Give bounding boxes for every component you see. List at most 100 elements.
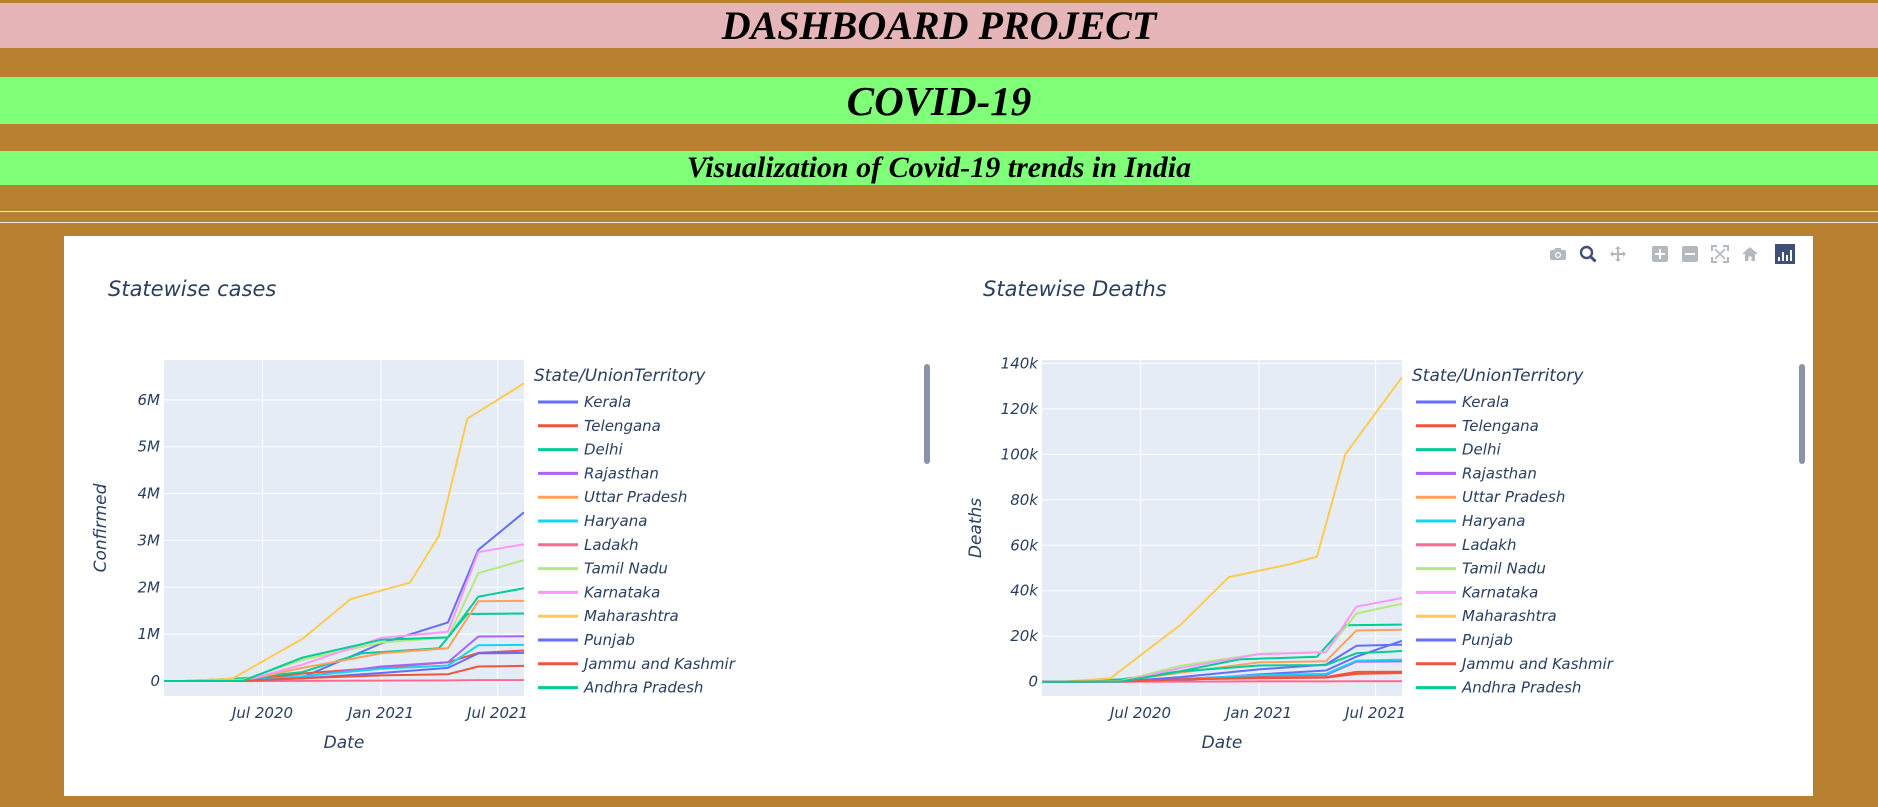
x-axis-label: Date bbox=[1202, 733, 1243, 753]
legend-label: Telengana bbox=[584, 417, 661, 435]
series-line-andhra-pradesh[interactable] bbox=[1042, 650, 1402, 683]
legend-label: Haryana bbox=[584, 512, 647, 530]
legend-item[interactable]: Maharashtra bbox=[1416, 607, 1557, 625]
legend-item[interactable]: Karnataka bbox=[538, 583, 660, 601]
zoom-in-icon[interactable] bbox=[1649, 243, 1671, 265]
legend-item[interactable]: Ladakh bbox=[538, 536, 638, 554]
reset-home-icon[interactable] bbox=[1739, 243, 1761, 265]
y-tick-label: 0 bbox=[150, 672, 160, 690]
series-line-andhra-pradesh[interactable] bbox=[164, 587, 524, 682]
legend-label: Karnataka bbox=[584, 583, 660, 601]
legend-item[interactable]: Kerala bbox=[1416, 393, 1509, 411]
y-tick-label: 100k bbox=[1001, 445, 1040, 463]
x-axis-label: Date bbox=[324, 733, 365, 753]
y-tick-label: 2M bbox=[138, 578, 161, 596]
y-tick-label: 40k bbox=[1010, 582, 1039, 600]
legend-label: Tamil Nadu bbox=[584, 560, 668, 578]
legend-item[interactable]: Delhi bbox=[1416, 441, 1501, 459]
zoom-icon[interactable] bbox=[1577, 243, 1599, 265]
plotly-logo-icon[interactable] bbox=[1775, 244, 1795, 264]
legend-label: Haryana bbox=[1462, 512, 1525, 530]
legend-item[interactable]: Jammu and Kashmir bbox=[538, 655, 736, 673]
y-tick-label: 140k bbox=[1001, 354, 1040, 372]
chart-title: Statewise cases bbox=[108, 277, 276, 301]
x-tick-label: Jul 2021 bbox=[464, 704, 528, 722]
legend-item[interactable]: Karnataka bbox=[1416, 583, 1538, 601]
legend-item[interactable]: Jammu and Kashmir bbox=[1416, 655, 1614, 673]
legend-item[interactable]: Punjab bbox=[538, 631, 635, 649]
legend-item[interactable]: Maharashtra bbox=[538, 607, 679, 625]
divider-line bbox=[0, 211, 1878, 212]
zoom-out-icon[interactable] bbox=[1679, 243, 1701, 265]
legend-item[interactable]: Rajasthan bbox=[1416, 464, 1537, 482]
plot-area[interactable] bbox=[164, 360, 524, 696]
y-tick-label: 6M bbox=[138, 391, 161, 409]
legend-item[interactable]: Tamil Nadu bbox=[538, 560, 668, 578]
legend-label: Punjab bbox=[1462, 631, 1513, 649]
legend-label: Kerala bbox=[1462, 393, 1509, 411]
series-group bbox=[164, 382, 524, 682]
legend-item[interactable]: Punjab bbox=[1416, 631, 1513, 649]
legend-label: Tamil Nadu bbox=[1462, 560, 1546, 578]
legend-label: Kerala bbox=[584, 393, 631, 411]
legend-item[interactable]: Delhi bbox=[538, 441, 623, 459]
legend-label: Jammu and Kashmir bbox=[581, 655, 736, 673]
legend-label: Andhra Pradesh bbox=[1461, 679, 1581, 697]
series-group bbox=[1042, 376, 1402, 683]
legend-item[interactable]: Rajasthan bbox=[538, 464, 659, 482]
graph-panel: Statewise cases 0 1M 2M 3M 4M 5M 6M Jul 2020 Jan … bbox=[64, 236, 1813, 796]
legend-label: Uttar Pradesh bbox=[584, 488, 687, 506]
legend-label: Maharashtra bbox=[1462, 607, 1557, 625]
legend-label: Delhi bbox=[584, 441, 623, 459]
y-tick-label: 0 bbox=[1028, 673, 1038, 691]
chart-statewise-cases[interactable]: Statewise cases 0 1M 2M 3M 4M 5M 6M Jul 2020 Jan … bbox=[64, 236, 938, 796]
legend-label: Maharashtra bbox=[584, 607, 679, 625]
legend-label: Uttar Pradesh bbox=[1462, 488, 1565, 506]
legend-label: Jammu and Kashmir bbox=[1459, 655, 1614, 673]
x-tick-label: Jan 2021 bbox=[345, 704, 414, 722]
dashboard-title: DASHBOARD PROJECT bbox=[0, 3, 1878, 48]
modebar bbox=[1539, 242, 1795, 266]
legend-item[interactable]: Haryana bbox=[1416, 512, 1525, 530]
legend-title: State/UnionTerritory bbox=[1412, 366, 1584, 386]
y-tick-label: 60k bbox=[1010, 536, 1039, 554]
legend-label: Telengana bbox=[1462, 417, 1539, 435]
y-axis-label: Deaths bbox=[966, 498, 986, 558]
legend-item[interactable]: Haryana bbox=[538, 512, 647, 530]
autoscale-icon[interactable] bbox=[1709, 243, 1731, 265]
legend-item[interactable]: Telengana bbox=[1416, 417, 1539, 435]
y-tick-label: 4M bbox=[138, 485, 161, 503]
legend-scrollbar[interactable] bbox=[924, 364, 930, 464]
camera-icon[interactable] bbox=[1547, 243, 1569, 265]
divider-line bbox=[0, 222, 1878, 223]
legend-label: Punjab bbox=[584, 631, 635, 649]
legend-item[interactable]: Uttar Pradesh bbox=[1416, 488, 1565, 506]
covid-heading: COVID-19 bbox=[0, 77, 1878, 124]
x-tick-label: Jul 2020 bbox=[229, 704, 293, 722]
legend-item[interactable]: Ladakh bbox=[1416, 536, 1516, 554]
legend-item[interactable]: Andhra Pradesh bbox=[1416, 679, 1581, 697]
x-tick-label: Jan 2021 bbox=[1223, 704, 1292, 722]
legend-title: State/UnionTerritory bbox=[534, 366, 706, 386]
chart-title: Statewise Deaths bbox=[983, 277, 1167, 301]
plot-area[interactable] bbox=[1042, 360, 1402, 696]
legend-item[interactable]: Kerala bbox=[538, 393, 631, 411]
subtitle-heading: Visualization of Covid-19 trends in Indi… bbox=[0, 151, 1878, 185]
legend-label: Rajasthan bbox=[1462, 464, 1537, 482]
series-line-maharashtra[interactable] bbox=[1042, 376, 1402, 683]
legend-item[interactable]: Uttar Pradesh bbox=[538, 488, 687, 506]
legend-label: Delhi bbox=[1462, 441, 1501, 459]
legend-label: Ladakh bbox=[584, 536, 638, 554]
legend-scrollbar[interactable] bbox=[1799, 364, 1805, 464]
y-tick-label: 120k bbox=[1001, 400, 1040, 418]
legend-item[interactable]: Andhra Pradesh bbox=[538, 679, 703, 697]
chart-statewise-deaths[interactable]: Statewise Deaths 0 20k 40k 60k 80k 100k 120k 140… bbox=[939, 236, 1813, 796]
legend-item[interactable]: Tamil Nadu bbox=[1416, 560, 1546, 578]
y-tick-label: 20k bbox=[1010, 627, 1039, 645]
legend-label: Karnataka bbox=[1462, 583, 1538, 601]
y-tick-label: 5M bbox=[138, 438, 161, 456]
x-tick-label: Jul 2020 bbox=[1107, 704, 1171, 722]
legend-item[interactable]: Telengana bbox=[538, 417, 661, 435]
pan-icon[interactable] bbox=[1607, 243, 1629, 265]
legend-label: Rajasthan bbox=[584, 464, 659, 482]
